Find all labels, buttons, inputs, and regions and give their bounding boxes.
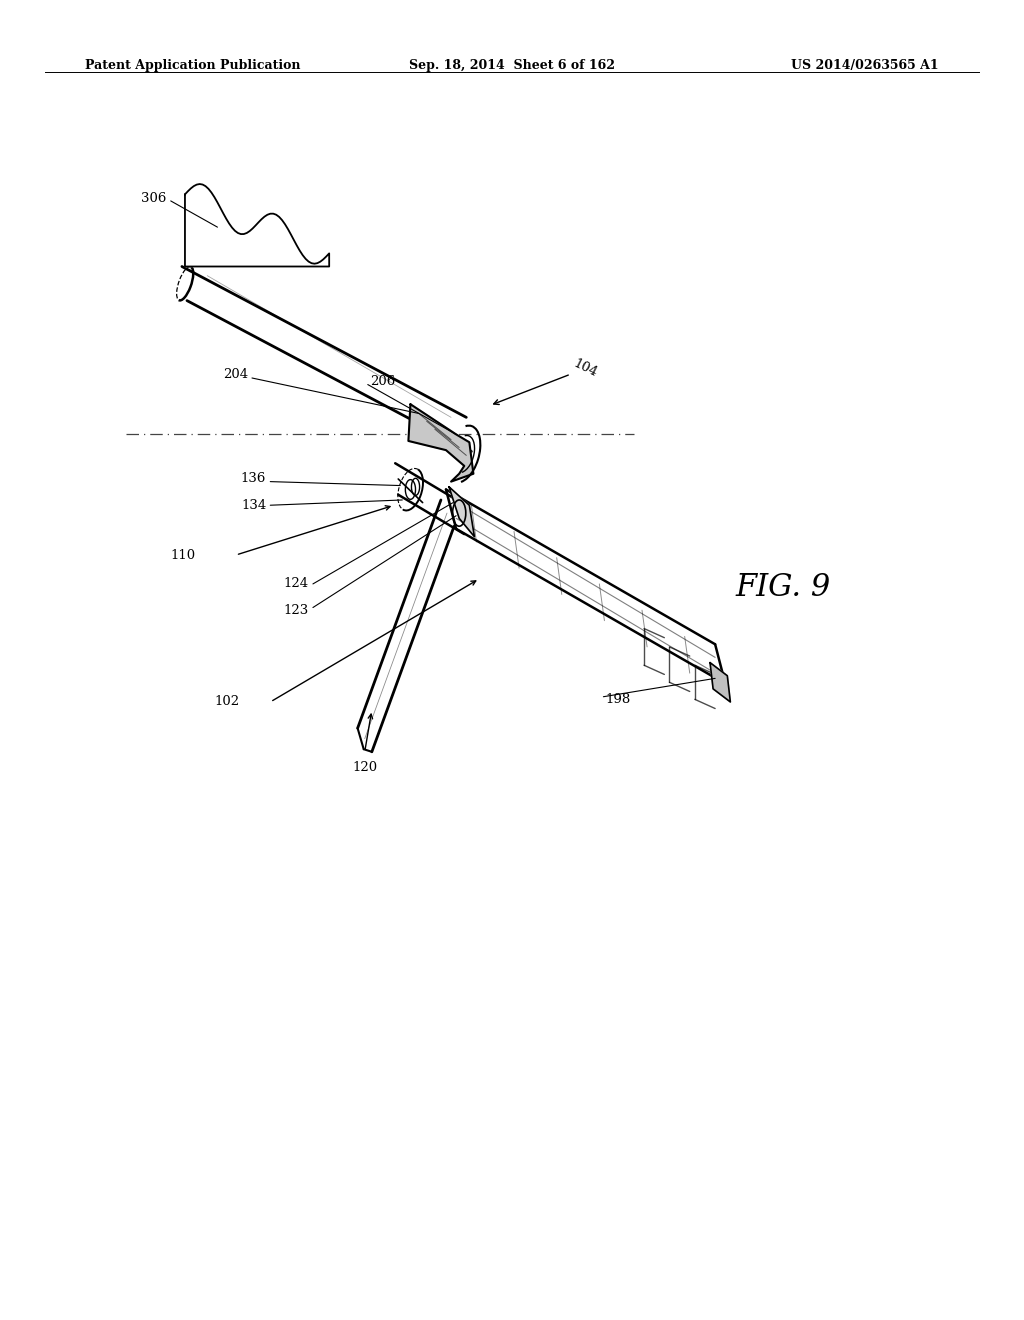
Text: 110: 110 [170,549,196,561]
Text: 206: 206 [370,375,395,388]
Polygon shape [710,663,730,702]
Text: Patent Application Publication: Patent Application Publication [85,59,301,73]
Text: US 2014/0263565 A1: US 2014/0263565 A1 [791,59,939,73]
Polygon shape [450,487,474,537]
Text: 136: 136 [241,473,266,486]
Text: 123: 123 [284,603,309,616]
Text: FIG. 9: FIG. 9 [735,573,830,603]
Text: 124: 124 [284,577,309,590]
Text: 134: 134 [241,499,266,512]
Polygon shape [409,404,473,482]
Text: 306: 306 [141,191,167,205]
Text: 120: 120 [352,762,377,774]
Polygon shape [185,183,329,267]
Text: 198: 198 [605,693,631,706]
Text: Sep. 18, 2014  Sheet 6 of 162: Sep. 18, 2014 Sheet 6 of 162 [409,59,615,73]
Text: 204: 204 [223,367,248,380]
Text: 102: 102 [215,696,240,709]
Text: 104: 104 [571,358,599,380]
